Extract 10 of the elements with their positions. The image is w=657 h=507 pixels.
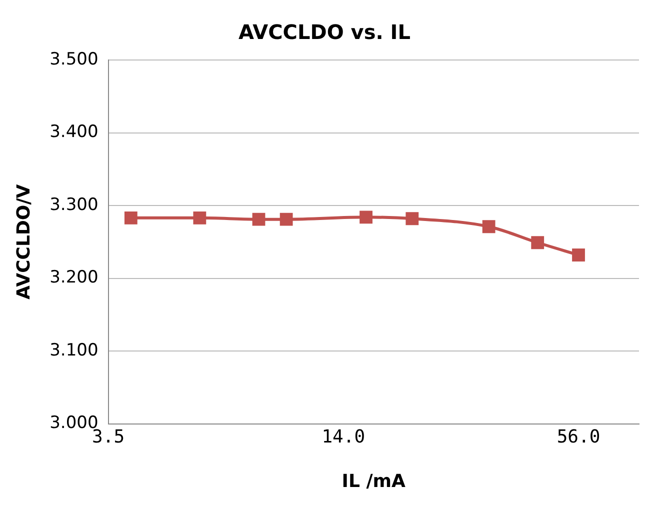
y-tick-label: 3.400 xyxy=(50,122,98,142)
chart-title: AVCCLDO vs. IL xyxy=(238,20,411,44)
y-tick-label: 3.200 xyxy=(50,268,98,288)
x-tick-label: 14.0 xyxy=(322,426,366,448)
y-tick-label: 3.300 xyxy=(50,194,98,215)
x-tick-label: 56.0 xyxy=(556,426,600,448)
y-axis-title: AVCCLDO/V xyxy=(13,184,34,300)
y-tick-label: 3.100 xyxy=(50,340,98,360)
y-tick-label: 3.500 xyxy=(50,49,98,70)
x-axis-title: IL /mA xyxy=(342,470,406,492)
